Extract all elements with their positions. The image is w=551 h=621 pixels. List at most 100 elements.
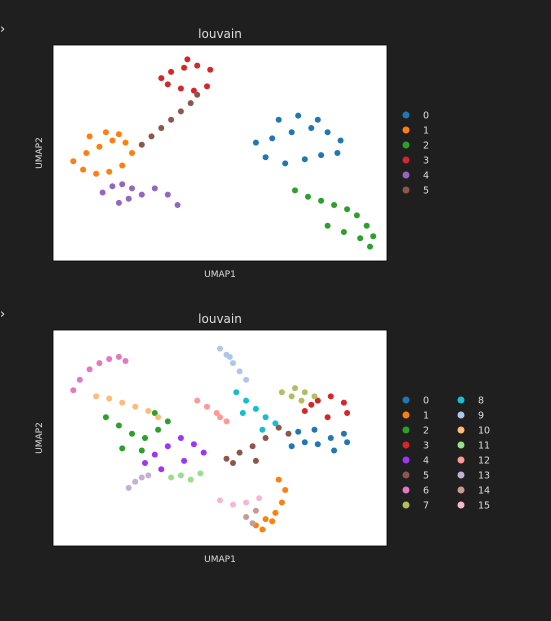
cluster-4-point — [99, 189, 106, 196]
cluster-9-point — [243, 376, 250, 383]
cluster-4-point — [177, 435, 184, 441]
cluster-7-point — [311, 393, 318, 400]
cluster-2-point — [353, 212, 360, 219]
series-5 — [138, 91, 201, 148]
cluster-2-point — [151, 410, 158, 416]
cluster-6-point — [76, 376, 83, 383]
legend-item-3: 3 — [402, 156, 429, 167]
cluster-13-point — [132, 478, 139, 485]
legend-item-7: 7 — [402, 501, 429, 512]
cluster-4-point — [164, 443, 171, 450]
cluster-0-point — [269, 135, 276, 142]
cluster-5-point — [230, 460, 236, 466]
legend-label: 13 — [478, 471, 490, 482]
legend-label: 11 — [478, 441, 490, 452]
cluster-3-point — [194, 62, 201, 69]
cluster-3-point — [308, 401, 315, 408]
cluster-6-point — [115, 353, 122, 360]
cluster-10-point — [119, 399, 126, 406]
cluster-5-point — [194, 91, 201, 98]
cluster-2-point — [357, 235, 364, 242]
cluster-5-point — [148, 133, 155, 140]
y-axis-label: UMAP2 — [35, 137, 45, 169]
cluster-3-point — [344, 410, 351, 416]
legend-item-4: 4 — [402, 171, 429, 182]
legend-item-5: 5 — [402, 186, 429, 197]
cluster-1-point — [282, 487, 289, 493]
cluster-5-point — [236, 449, 243, 456]
cluster-4-point — [164, 191, 171, 198]
cluster-0-point — [252, 139, 259, 146]
series-10 — [93, 393, 162, 421]
cluster-3-point — [324, 414, 331, 421]
legend-item-15: 15 — [457, 501, 490, 512]
legend-marker — [402, 456, 410, 464]
cluster-12-point — [213, 410, 220, 416]
louvain-umap-scatter-coarse: louvain UMAP1 UMAP2 0 1 2 3 4 5 — [35, 27, 429, 280]
cluster-4-point — [115, 199, 122, 206]
legend-item-9: 9 — [457, 411, 484, 422]
legend-item-4: 4 — [402, 456, 429, 467]
cluster-15-point — [230, 501, 236, 508]
cluster-3-point — [177, 85, 184, 92]
x-axis-label: UMAP1 — [204, 270, 236, 280]
cluster-2-point — [164, 418, 171, 425]
cluster-8-point — [262, 414, 269, 421]
legend-marker — [402, 396, 410, 404]
cluster-6-point — [122, 358, 129, 364]
legend-label: 3 — [423, 441, 429, 452]
legend-label: 12 — [478, 456, 490, 467]
legend-label: 14 — [478, 486, 490, 497]
cluster-13-point — [125, 484, 132, 491]
cluster-15-point — [256, 495, 263, 502]
cluster-0-point — [282, 160, 289, 167]
cluster-4-point — [181, 457, 188, 464]
cluster-9-point — [226, 353, 233, 360]
output-collapse-arrow[interactable]: › — [0, 22, 6, 37]
series-7 — [278, 385, 318, 404]
cluster-2-point — [331, 202, 338, 208]
cluster-0-point — [318, 152, 325, 159]
cluster-3-point — [327, 393, 334, 400]
cluster-6-point — [96, 360, 103, 367]
legend-marker — [457, 456, 465, 464]
cluster-3-point — [184, 56, 191, 63]
cluster-14-point — [243, 514, 250, 520]
cluster-5-point — [252, 457, 259, 464]
cluster-3-point — [340, 399, 347, 406]
cluster-2-point — [115, 422, 122, 429]
legend-marker — [402, 471, 410, 479]
legend-item-14: 14 — [457, 486, 490, 497]
cluster-5-point — [223, 455, 230, 462]
series-3 — [158, 56, 214, 94]
legend-marker — [457, 396, 465, 404]
cluster-14-point — [252, 507, 259, 514]
series-4 — [142, 435, 207, 473]
output-collapse-arrow[interactable]: › — [0, 307, 6, 322]
legend-label: 1 — [423, 411, 429, 422]
cluster-1-point — [80, 166, 87, 173]
legend-label: 10 — [478, 426, 490, 437]
cluster-8-point — [252, 405, 259, 412]
cluster-0-point — [275, 116, 282, 123]
legend-marker — [402, 156, 410, 164]
cluster-10-point — [145, 408, 152, 414]
cluster-3-point — [190, 87, 197, 94]
cluster-13-point — [138, 474, 145, 481]
legend-item-8: 8 — [457, 396, 484, 407]
series-14 — [243, 507, 259, 527]
cluster-11-point — [168, 474, 175, 481]
legend-marker — [402, 426, 410, 434]
cluster-1-point — [272, 509, 279, 516]
legend-label: 5 — [423, 471, 429, 482]
cluster-0-point — [295, 112, 302, 119]
series-11 — [168, 470, 204, 483]
cluster-7-point — [298, 397, 305, 404]
cluster-6-point — [70, 387, 77, 394]
legend-marker — [457, 411, 465, 419]
cluster-2-point — [344, 206, 351, 213]
plot-area — [52, 44, 388, 262]
x-axis-label: UMAP1 — [204, 555, 236, 565]
plot-area — [52, 329, 388, 547]
cluster-9-point — [236, 368, 243, 375]
